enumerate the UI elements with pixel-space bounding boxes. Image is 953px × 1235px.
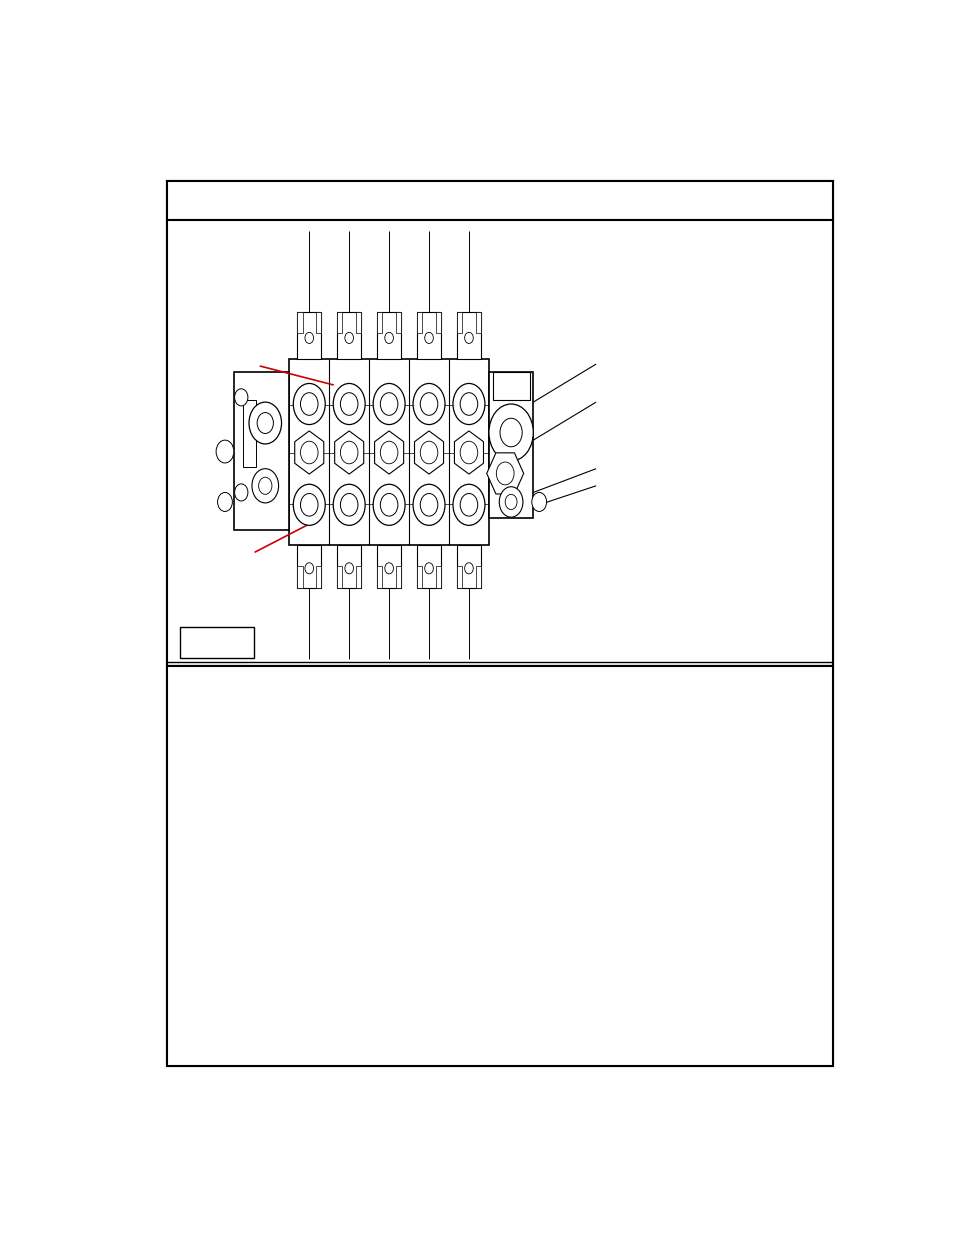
Polygon shape — [376, 566, 382, 588]
Polygon shape — [294, 431, 323, 474]
Circle shape — [293, 484, 325, 525]
Circle shape — [345, 332, 354, 343]
Circle shape — [257, 412, 274, 433]
Circle shape — [413, 484, 444, 525]
Circle shape — [340, 393, 357, 415]
Polygon shape — [395, 311, 400, 333]
Circle shape — [464, 332, 473, 343]
Polygon shape — [416, 311, 440, 359]
Circle shape — [216, 440, 233, 463]
Polygon shape — [233, 372, 289, 531]
Circle shape — [453, 383, 484, 425]
Circle shape — [305, 563, 314, 574]
Circle shape — [459, 494, 477, 516]
Circle shape — [340, 441, 357, 464]
Polygon shape — [315, 566, 321, 588]
Polygon shape — [476, 311, 480, 333]
Polygon shape — [355, 566, 361, 588]
Circle shape — [488, 404, 533, 461]
Polygon shape — [336, 311, 361, 359]
Polygon shape — [376, 311, 400, 359]
Circle shape — [380, 494, 397, 516]
Circle shape — [499, 419, 521, 447]
Polygon shape — [167, 220, 832, 667]
Polygon shape — [416, 311, 422, 333]
Circle shape — [249, 403, 281, 443]
Circle shape — [305, 332, 314, 343]
Polygon shape — [315, 311, 321, 333]
Polygon shape — [297, 545, 321, 588]
Circle shape — [333, 484, 365, 525]
Polygon shape — [297, 566, 302, 588]
Polygon shape — [335, 431, 363, 474]
Polygon shape — [488, 372, 533, 519]
Polygon shape — [167, 182, 832, 220]
Polygon shape — [336, 311, 342, 333]
Polygon shape — [416, 545, 440, 588]
Circle shape — [293, 383, 325, 425]
Circle shape — [453, 484, 484, 525]
Circle shape — [498, 487, 522, 517]
Circle shape — [459, 393, 477, 415]
Polygon shape — [167, 667, 832, 1066]
Polygon shape — [456, 566, 462, 588]
Circle shape — [217, 493, 233, 511]
Polygon shape — [436, 566, 440, 588]
Polygon shape — [242, 400, 255, 467]
Circle shape — [420, 441, 437, 464]
Circle shape — [300, 494, 317, 516]
Circle shape — [252, 468, 278, 503]
Polygon shape — [456, 311, 462, 333]
Circle shape — [373, 484, 405, 525]
Polygon shape — [375, 431, 403, 474]
Circle shape — [333, 383, 365, 425]
Polygon shape — [492, 372, 529, 400]
Polygon shape — [376, 545, 400, 588]
Circle shape — [380, 393, 397, 415]
Polygon shape — [454, 431, 483, 474]
Circle shape — [373, 383, 405, 425]
Circle shape — [496, 462, 514, 485]
Circle shape — [380, 441, 397, 464]
Circle shape — [234, 389, 248, 406]
Circle shape — [424, 563, 433, 574]
Polygon shape — [486, 453, 523, 494]
Polygon shape — [297, 311, 302, 333]
Circle shape — [413, 383, 444, 425]
Polygon shape — [355, 311, 361, 333]
Circle shape — [420, 393, 437, 415]
Circle shape — [258, 477, 272, 494]
Circle shape — [384, 332, 393, 343]
Circle shape — [531, 493, 546, 511]
Polygon shape — [336, 566, 342, 588]
Polygon shape — [297, 311, 321, 359]
Polygon shape — [456, 545, 480, 588]
Circle shape — [345, 563, 354, 574]
Polygon shape — [180, 626, 253, 658]
Polygon shape — [476, 566, 480, 588]
Circle shape — [464, 563, 473, 574]
Circle shape — [459, 441, 477, 464]
Polygon shape — [167, 182, 832, 1066]
Circle shape — [420, 494, 437, 516]
Polygon shape — [436, 311, 440, 333]
Polygon shape — [376, 311, 382, 333]
Polygon shape — [416, 566, 422, 588]
Circle shape — [340, 494, 357, 516]
Circle shape — [300, 441, 317, 464]
Circle shape — [300, 393, 317, 415]
Circle shape — [424, 332, 433, 343]
Circle shape — [505, 494, 517, 510]
Circle shape — [234, 484, 248, 501]
Polygon shape — [395, 566, 400, 588]
Polygon shape — [336, 545, 361, 588]
Polygon shape — [415, 431, 443, 474]
Polygon shape — [289, 359, 488, 545]
Polygon shape — [456, 311, 480, 359]
Circle shape — [384, 563, 393, 574]
